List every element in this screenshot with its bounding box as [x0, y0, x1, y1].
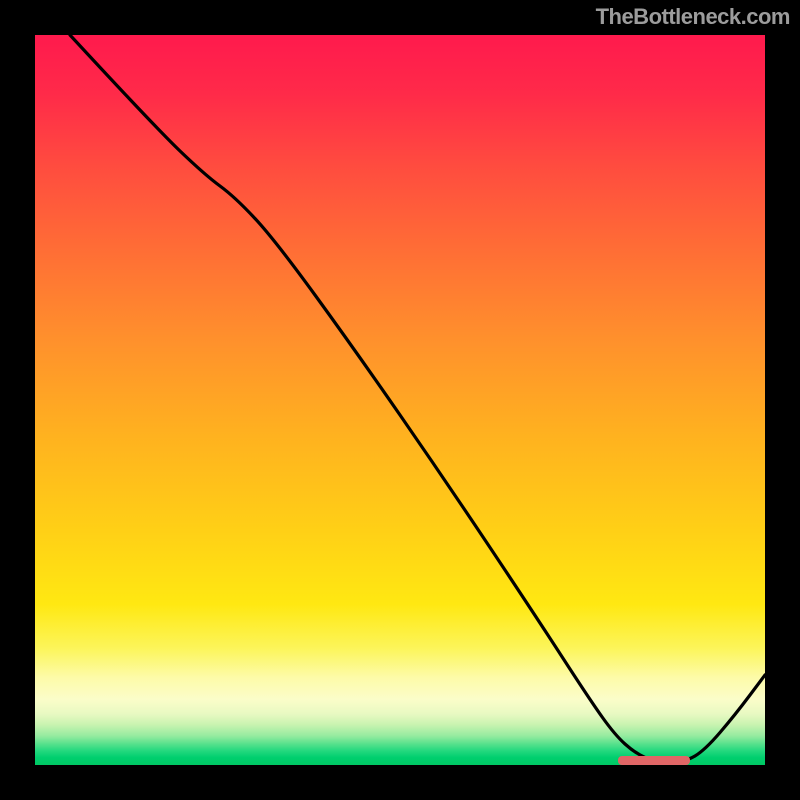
bottleneck-curve: [35, 35, 765, 765]
watermark-text: TheBottleneck.com: [596, 4, 790, 30]
chart-area: [35, 35, 765, 765]
curve-path: [70, 35, 765, 762]
optimal-range-marker: [618, 756, 690, 765]
